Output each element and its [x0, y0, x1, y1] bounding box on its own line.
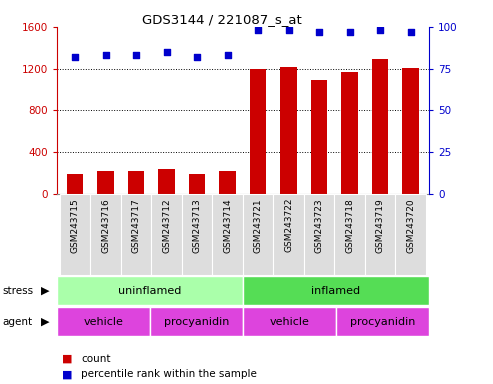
- Bar: [150, 307, 243, 336]
- Bar: [341, 72, 358, 194]
- Bar: [60, 194, 90, 275]
- Text: ▶: ▶: [41, 286, 50, 296]
- Text: vehicle: vehicle: [83, 316, 123, 327]
- Point: [346, 29, 353, 35]
- Text: procyanidin: procyanidin: [164, 316, 229, 327]
- Bar: [273, 194, 304, 275]
- Point: [132, 52, 140, 58]
- Bar: [395, 194, 426, 275]
- Text: ■: ■: [62, 354, 72, 364]
- Bar: [249, 69, 266, 194]
- Bar: [402, 68, 419, 194]
- Bar: [158, 169, 175, 194]
- Bar: [189, 174, 206, 194]
- Bar: [67, 174, 83, 194]
- Bar: [243, 307, 336, 336]
- Bar: [304, 194, 334, 275]
- Point: [193, 54, 201, 60]
- Text: inflamed: inflamed: [311, 286, 360, 296]
- Text: stress: stress: [2, 286, 34, 296]
- Point: [315, 29, 323, 35]
- Text: GSM243714: GSM243714: [223, 198, 232, 253]
- Bar: [280, 66, 297, 194]
- Text: GSM243712: GSM243712: [162, 198, 171, 253]
- Point: [102, 52, 109, 58]
- Bar: [151, 194, 182, 275]
- Text: count: count: [81, 354, 111, 364]
- Text: GSM243717: GSM243717: [132, 198, 141, 253]
- Text: GSM243716: GSM243716: [101, 198, 110, 253]
- Bar: [57, 307, 150, 336]
- Text: GSM243722: GSM243722: [284, 198, 293, 252]
- Text: agent: agent: [2, 317, 33, 327]
- Bar: [243, 194, 273, 275]
- Text: GSM243718: GSM243718: [345, 198, 354, 253]
- Text: GSM243723: GSM243723: [315, 198, 323, 253]
- Text: procyanidin: procyanidin: [350, 316, 415, 327]
- Point: [163, 49, 171, 55]
- Text: ▶: ▶: [41, 317, 50, 327]
- Text: GSM243720: GSM243720: [406, 198, 415, 253]
- Point: [71, 54, 79, 60]
- Text: uninflamed: uninflamed: [118, 286, 181, 296]
- Bar: [336, 307, 429, 336]
- Point: [407, 29, 415, 35]
- Bar: [372, 59, 388, 194]
- Text: GSM243715: GSM243715: [70, 198, 79, 253]
- Text: percentile rank within the sample: percentile rank within the sample: [81, 369, 257, 379]
- Bar: [97, 171, 114, 194]
- Bar: [334, 194, 365, 275]
- Bar: [365, 194, 395, 275]
- Bar: [212, 194, 243, 275]
- Text: GSM243721: GSM243721: [253, 198, 263, 253]
- Bar: [219, 171, 236, 194]
- Point: [376, 27, 384, 33]
- Bar: [57, 276, 243, 305]
- Point: [284, 27, 292, 33]
- Bar: [128, 171, 144, 194]
- Text: GDS3144 / 221087_s_at: GDS3144 / 221087_s_at: [142, 13, 302, 26]
- Point: [254, 27, 262, 33]
- Text: GSM243713: GSM243713: [193, 198, 202, 253]
- Text: GSM243719: GSM243719: [376, 198, 385, 253]
- Bar: [121, 194, 151, 275]
- Point: [224, 52, 232, 58]
- Text: vehicle: vehicle: [269, 316, 309, 327]
- Bar: [243, 276, 429, 305]
- Text: ■: ■: [62, 369, 72, 379]
- Bar: [311, 80, 327, 194]
- Bar: [182, 194, 212, 275]
- Bar: [90, 194, 121, 275]
